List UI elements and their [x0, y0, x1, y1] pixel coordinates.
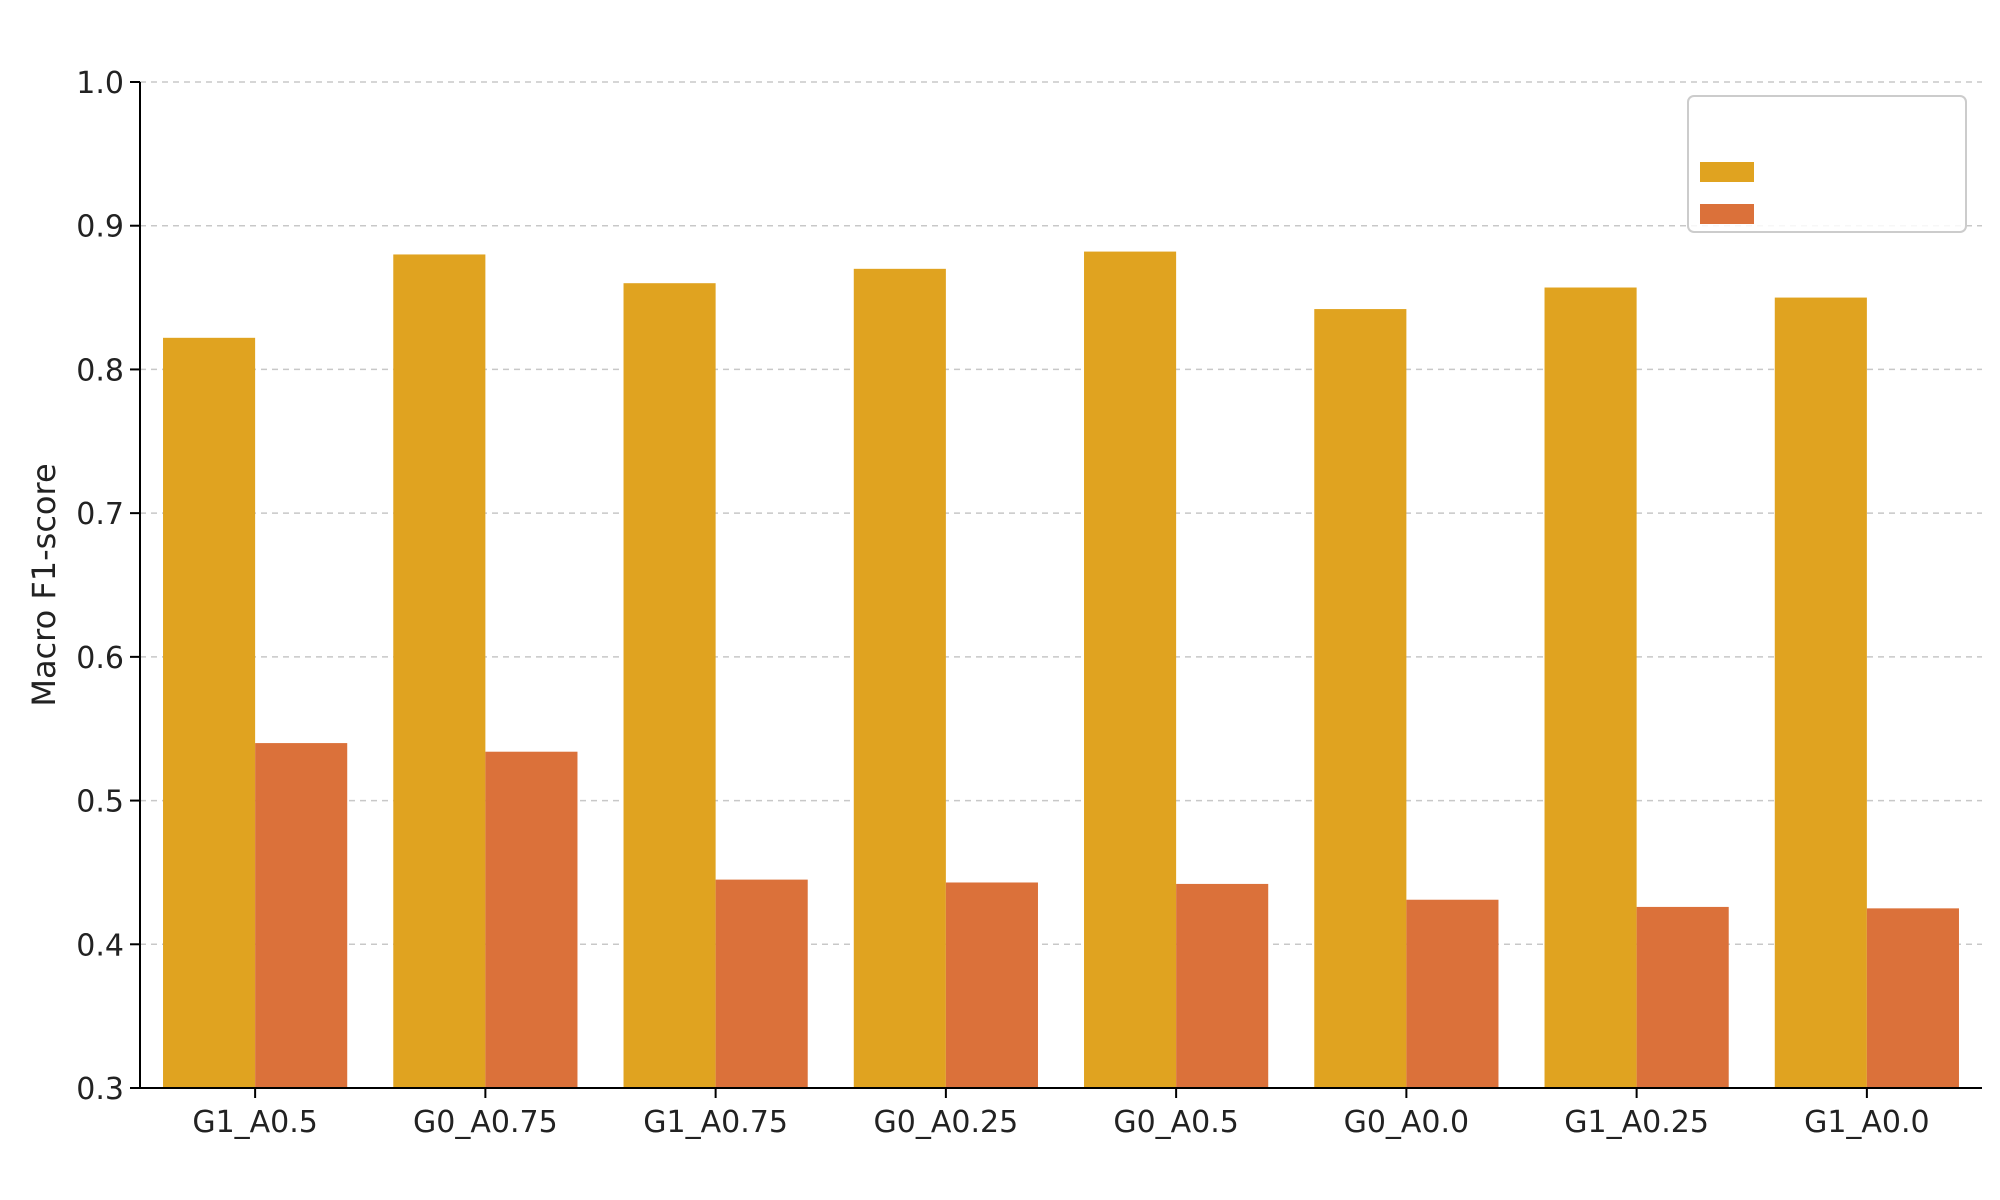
x-tick-label: G0_A0.0 — [1344, 1105, 1470, 1140]
x-tick-label: G1_A0.5 — [192, 1105, 318, 1140]
x-tick-label: G0_A0.25 — [874, 1105, 1019, 1140]
bar-G0_A0.75-series-1 — [485, 751, 578, 1088]
legend-swatch-1 — [1700, 204, 1754, 224]
y-tick-label: 0.9 — [76, 210, 124, 245]
bar-G0_A0.0-series-1 — [1406, 899, 1499, 1088]
y-tick-label: 0.4 — [76, 928, 124, 963]
x-tick-label: G0_A0.5 — [1113, 1105, 1239, 1140]
bar-G0_A0.75-series-0 — [393, 254, 486, 1088]
legend — [1687, 95, 1967, 233]
bar-G0_A0.5-series-0 — [1084, 251, 1177, 1088]
x-tick-label: G1_A0.0 — [1804, 1105, 1930, 1140]
x-tick-label: G1_A0.25 — [1564, 1105, 1709, 1140]
y-tick-label: 0.6 — [76, 641, 124, 676]
y-axis-label: Macro F1-score — [25, 463, 63, 706]
y-tick-label: 0.8 — [76, 353, 124, 388]
bar-G0_A0.25-series-0 — [853, 268, 946, 1088]
bar-G0_A0.25-series-1 — [945, 882, 1038, 1088]
bar-G1_A0.75-series-1 — [715, 879, 808, 1088]
bar-G1_A0.75-series-0 — [623, 283, 716, 1088]
bar-G1_A0.25-series-0 — [1544, 287, 1637, 1088]
axis-layer: 0.3 0.4 0.5 0.6 0.7 0.8 0.9 1.0 G1_A0.5 G0_A0.75 G… — [76, 66, 1982, 1140]
y-tick-label: 1.0 — [76, 66, 124, 101]
bar-layer — [163, 251, 1959, 1089]
bar-G1_A0.5-series-0 — [163, 337, 256, 1089]
x-tick-label: G0_A0.75 — [413, 1105, 558, 1140]
y-tick-label: 0.7 — [76, 497, 124, 532]
legend-swatch-0 — [1700, 162, 1754, 182]
y-tick-label: 0.3 — [76, 1072, 124, 1107]
bar-G0_A0.0-series-0 — [1314, 309, 1407, 1088]
y-tick-label: 0.5 — [76, 785, 124, 820]
x-tick-label: G1_A0.75 — [643, 1105, 788, 1140]
bar-G1_A0.0-series-0 — [1774, 297, 1867, 1089]
legend-box — [1687, 95, 1967, 233]
bar-G0_A0.5-series-1 — [1176, 883, 1269, 1088]
bar-G1_A0.0-series-1 — [1866, 908, 1959, 1088]
bar-G1_A0.5-series-1 — [255, 743, 348, 1088]
bar-G1_A0.25-series-1 — [1636, 906, 1729, 1088]
